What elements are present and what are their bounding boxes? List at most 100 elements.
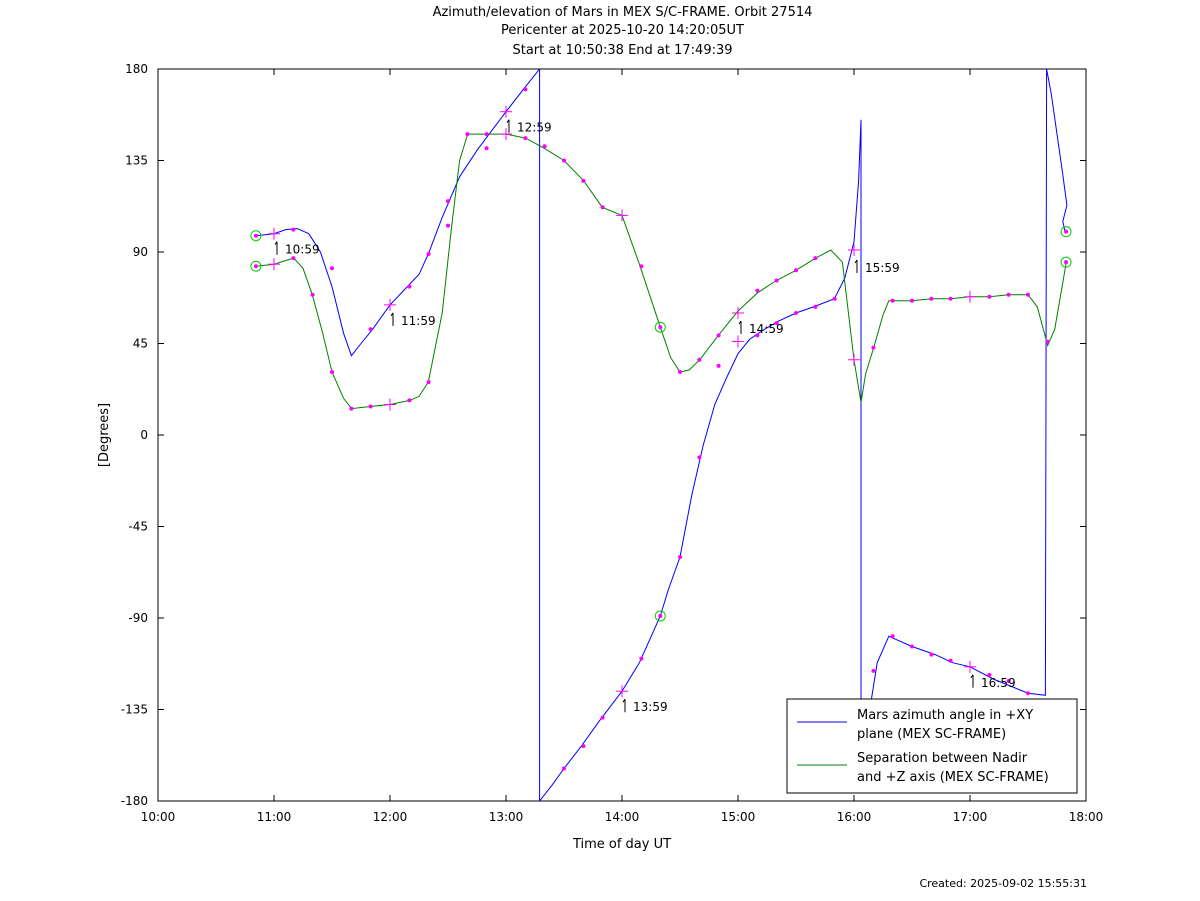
data-point-dot xyxy=(523,87,528,92)
data-point-dot xyxy=(581,178,586,183)
endpoint-circle xyxy=(1060,256,1072,268)
time-label-hook xyxy=(854,259,858,264)
data-point-dot xyxy=(484,146,489,151)
data-point-dot xyxy=(890,634,895,639)
data-point-dot xyxy=(639,656,644,661)
data-point-dot xyxy=(1045,339,1050,344)
data-point-dot xyxy=(426,252,431,257)
y-tick-label: 45 xyxy=(133,337,148,351)
time-label-hook xyxy=(274,241,278,245)
data-point-dot xyxy=(600,715,605,720)
data-point-dot xyxy=(446,199,450,204)
time-label: 15:59 xyxy=(865,261,900,275)
series-line-0 xyxy=(255,69,1068,801)
x-tick-label: 18:00 xyxy=(1069,810,1104,824)
endpoint-circle xyxy=(250,230,262,242)
y-tick-label: -180 xyxy=(121,794,148,808)
data-point-dot xyxy=(871,345,876,350)
data-point-dot xyxy=(562,158,566,163)
time-label-hook xyxy=(738,320,742,325)
data-point-dot xyxy=(562,766,566,771)
time-label-hook xyxy=(506,119,510,123)
endpoint-circle xyxy=(250,260,262,272)
y-tick-label: -90 xyxy=(128,611,148,625)
created-timestamp: Created: 2025-09-02 15:55:31 xyxy=(919,877,1087,890)
y-axis-label: [Degrees] xyxy=(97,403,112,467)
data-point-dot xyxy=(291,227,296,232)
data-point-dot xyxy=(484,132,489,137)
data-point-dot xyxy=(813,256,818,261)
data-point-dot xyxy=(910,298,914,303)
data-point-dot xyxy=(697,455,702,460)
endpoint-circle xyxy=(654,610,666,622)
data-point-dot xyxy=(1006,292,1011,297)
data-point-dot xyxy=(755,288,760,293)
data-point-dot xyxy=(794,311,798,315)
data-point-dot xyxy=(542,144,547,149)
x-tick-label: 12:00 xyxy=(373,810,408,824)
data-point-dot xyxy=(871,668,876,673)
legend-entry-0: plane (MEX SC-FRAME) xyxy=(857,727,1006,742)
data-point-dot xyxy=(678,369,682,374)
data-point-dot xyxy=(330,266,334,271)
y-tick-label: 0 xyxy=(140,428,148,442)
y-tick-label: 90 xyxy=(133,245,148,259)
data-point-dot xyxy=(697,357,702,362)
data-point-dot xyxy=(755,333,760,338)
legend-box xyxy=(786,698,1078,794)
data-point-dot xyxy=(407,284,412,289)
x-tick-label: 10:00 xyxy=(141,810,176,824)
data-point-dot xyxy=(987,672,992,677)
time-label: 14:59 xyxy=(749,322,784,336)
legend-entry-1: and +Z axis (MEX SC-FRAME) xyxy=(857,770,1049,785)
data-point-dot xyxy=(581,744,586,749)
data-point-dot xyxy=(813,304,818,309)
endpoint-circle xyxy=(1060,226,1072,238)
data-point-dot xyxy=(1026,691,1030,696)
data-point-dot xyxy=(600,205,605,210)
x-axis-label: Time of day UT xyxy=(572,837,671,852)
data-point-dot xyxy=(832,296,837,301)
data-point-dot xyxy=(639,264,644,269)
x-tick-label: 13:00 xyxy=(489,810,524,824)
endpoint-dot xyxy=(1064,229,1069,234)
data-point-dot xyxy=(678,555,682,559)
data-point-dot xyxy=(368,327,373,332)
endpoint-dot xyxy=(658,613,663,618)
endpoint-dot xyxy=(658,325,663,330)
x-tick-label: 15:00 xyxy=(721,810,756,824)
data-point-dot xyxy=(929,652,934,657)
endpoint-dot xyxy=(253,233,258,238)
data-point-dot xyxy=(465,132,470,137)
data-point-dot xyxy=(774,278,779,283)
chart-subtitle-start-end: Start at 10:50:38 End at 17:49:39 xyxy=(512,43,733,58)
endpoint-dot xyxy=(1064,260,1069,265)
time-label-hook xyxy=(622,698,626,703)
plot-area xyxy=(250,69,1072,801)
data-point-dot xyxy=(716,333,721,338)
x-tick-label: 17:00 xyxy=(953,810,988,824)
data-point-dot xyxy=(349,406,354,411)
data-point-dot xyxy=(310,292,315,297)
legend-entry-1: Separation between Nadir xyxy=(857,751,1028,766)
x-tick-label: 14:00 xyxy=(605,810,640,824)
x-tick-label: 16:00 xyxy=(837,810,872,824)
x-tick-label: 11:00 xyxy=(257,810,292,824)
data-point-dot xyxy=(910,644,914,649)
chart-subtitle-pericenter: Pericenter at 2025-10-20 14:20:05UT xyxy=(500,23,744,38)
data-point-dot xyxy=(291,256,296,261)
data-point-dot xyxy=(426,380,431,385)
time-label: 16:59 xyxy=(981,676,1016,690)
endpoint-dot xyxy=(253,264,258,269)
data-point-dot xyxy=(407,398,412,403)
data-point-dot xyxy=(774,321,779,326)
time-label: 12:59 xyxy=(517,121,552,135)
data-point-dot xyxy=(948,658,953,663)
data-point-dot xyxy=(446,223,450,228)
time-label-hook xyxy=(390,312,394,317)
y-tick-label: -135 xyxy=(121,703,148,717)
y-tick-label: 180 xyxy=(125,62,148,76)
chart-title: Azimuth/elevation of Mars in MEX S/C-FRA… xyxy=(432,5,813,20)
data-point-dot xyxy=(948,296,953,301)
